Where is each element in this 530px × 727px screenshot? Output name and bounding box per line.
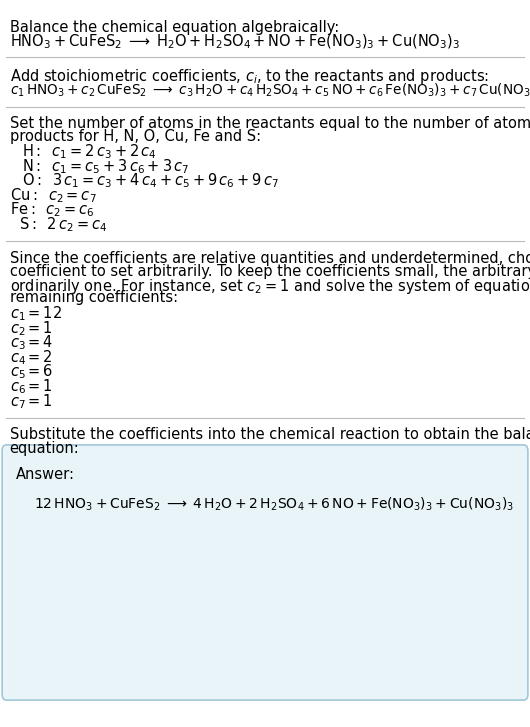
Text: coefficient to set arbitrarily. To keep the coefficients small, the arbitrary va: coefficient to set arbitrarily. To keep …	[10, 264, 530, 279]
Text: equation:: equation:	[10, 441, 80, 456]
Text: Since the coefficients are relative quantities and underdetermined, choose a: Since the coefficients are relative quan…	[10, 251, 530, 266]
Text: remaining coefficients:: remaining coefficients:	[10, 290, 178, 305]
Text: $c_7 = 1$: $c_7 = 1$	[10, 392, 52, 411]
Text: $c_6 = 1$: $c_6 = 1$	[10, 377, 52, 396]
Text: $\mathrm{Fe:}\;\; c_2 = c_6$: $\mathrm{Fe:}\;\; c_2 = c_6$	[10, 201, 94, 220]
Text: ordinarily one. For instance, set $c_2 = 1$ and solve the system of equations fo: ordinarily one. For instance, set $c_2 =…	[10, 277, 530, 296]
Text: $c_4 = 2$: $c_4 = 2$	[10, 348, 52, 367]
Text: $c_3 = 4$: $c_3 = 4$	[10, 334, 53, 353]
Text: Set the number of atoms in the reactants equal to the number of atoms in the: Set the number of atoms in the reactants…	[10, 116, 530, 132]
Text: $\mathrm{Cu:}\;\; c_2 = c_7$: $\mathrm{Cu:}\;\; c_2 = c_7$	[10, 186, 96, 205]
Text: $c_2 = 1$: $c_2 = 1$	[10, 319, 52, 338]
Text: products for H, N, O, Cu, Fe and S:: products for H, N, O, Cu, Fe and S:	[10, 129, 261, 145]
Text: Answer:: Answer:	[16, 467, 75, 483]
Text: $\mathrm{N:}\;\; c_1 = c_5 + 3\,c_6 + 3\,c_7$: $\mathrm{N:}\;\; c_1 = c_5 + 3\,c_6 + 3\…	[22, 157, 190, 176]
Text: $\mathrm{O:}\;\; 3\,c_1 = c_3 + 4\,c_4 + c_5 + 9\,c_6 + 9\,c_7$: $\mathrm{O:}\;\; 3\,c_1 = c_3 + 4\,c_4 +…	[22, 172, 279, 190]
Text: $\mathrm{H:}\;\; c_1 = 2\,c_3 + 2\,c_4$: $\mathrm{H:}\;\; c_1 = 2\,c_3 + 2\,c_4$	[22, 142, 157, 161]
Text: $\mathrm{S:}\;\; 2\,c_2 = c_4$: $\mathrm{S:}\;\; 2\,c_2 = c_4$	[19, 215, 107, 234]
Text: Add stoichiometric coefficients, $c_i$, to the reactants and products:: Add stoichiometric coefficients, $c_i$, …	[10, 67, 489, 86]
Text: $c_1 = 12$: $c_1 = 12$	[10, 305, 61, 324]
Text: Substitute the coefficients into the chemical reaction to obtain the balanced: Substitute the coefficients into the che…	[10, 427, 530, 443]
Text: $12\,\mathrm{HNO_3} + \mathrm{CuFeS_2} \;\longrightarrow\; 4\,\mathrm{H_2O} + 2\: $12\,\mathrm{HNO_3} + \mathrm{CuFeS_2} \…	[34, 496, 515, 513]
Text: $\mathrm{HNO_3 + CuFeS_2 \;\longrightarrow\; H_2O + H_2SO_4 + NO + Fe(NO_3)_3 + : $\mathrm{HNO_3 + CuFeS_2 \;\longrightarr…	[10, 33, 460, 51]
Text: $c_5 = 6$: $c_5 = 6$	[10, 363, 53, 382]
Text: $c_1\,\mathrm{HNO_3} + c_2\,\mathrm{CuFeS_2} \;\longrightarrow\; c_3\,\mathrm{H_: $c_1\,\mathrm{HNO_3} + c_2\,\mathrm{CuFe…	[10, 81, 530, 99]
FancyBboxPatch shape	[2, 445, 528, 700]
Text: Balance the chemical equation algebraically:: Balance the chemical equation algebraica…	[10, 20, 339, 36]
